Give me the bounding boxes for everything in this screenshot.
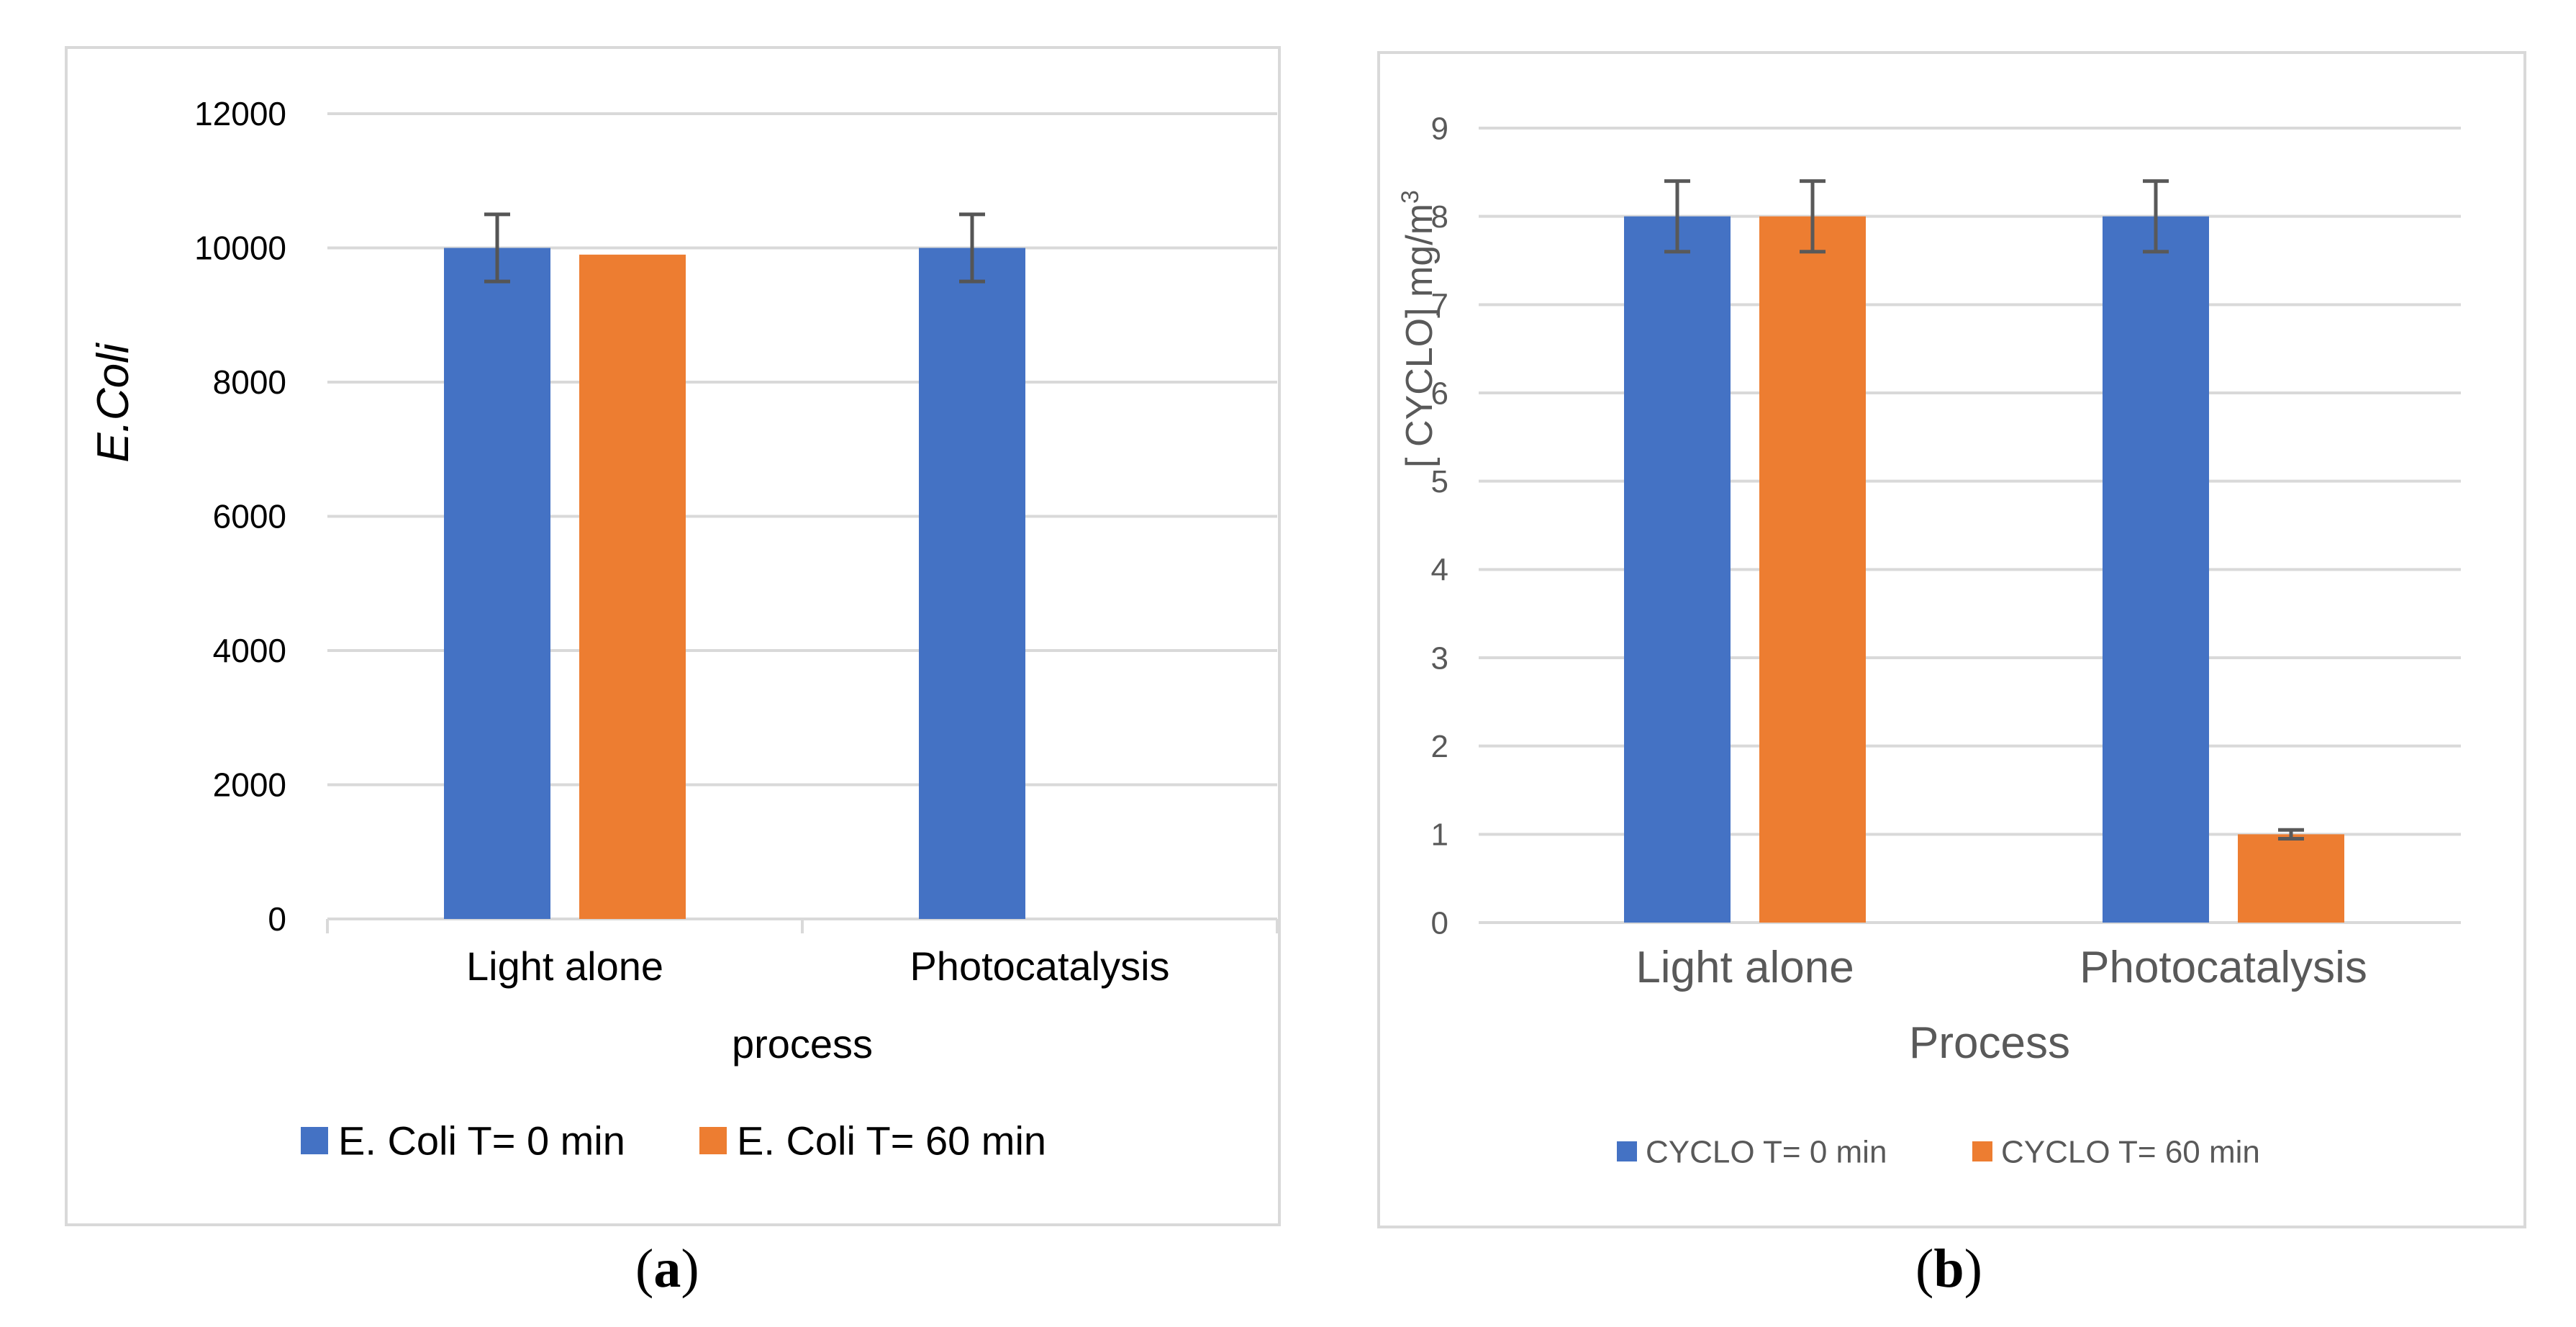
- legend-swatch: [699, 1127, 727, 1154]
- bar: [444, 248, 550, 919]
- legend-label: CYCLO T= 60 min: [2001, 1134, 2260, 1169]
- y-tick-label: 4: [1431, 553, 1448, 588]
- y-tick-label: 1: [1431, 818, 1448, 853]
- y-axis-title: E.Coli: [89, 342, 138, 463]
- bar: [2238, 834, 2344, 923]
- y-tick-label: 2000: [213, 766, 286, 804]
- y-tick-label: 6: [1431, 376, 1448, 411]
- category-label: Light alone: [466, 943, 663, 989]
- x-axis-title: Process: [1909, 1018, 2070, 1068]
- category-label: Photocatalysis: [2080, 943, 2367, 992]
- legend-label: CYCLO T= 0 min: [1646, 1134, 1887, 1169]
- y-tick-label: 8: [1431, 199, 1448, 235]
- legend-label: E. Coli T= 0 min: [338, 1118, 625, 1164]
- bar: [1759, 216, 1866, 923]
- y-tick-label: 6000: [213, 498, 286, 535]
- panel-label-b-letter: b: [1933, 1238, 1964, 1299]
- bar: [919, 248, 1025, 919]
- bar: [579, 254, 686, 919]
- panel-label-a-letter: a: [653, 1238, 681, 1299]
- y-axis-title-superscript: 3: [1397, 190, 1424, 204]
- y-tick-label: 5: [1431, 464, 1448, 499]
- y-tick-label: 4000: [213, 632, 286, 669]
- y-tick-label: 3: [1431, 640, 1448, 676]
- bar: [2103, 216, 2209, 923]
- y-tick-label: 0: [268, 900, 286, 938]
- chart-b: 0 1 2 3 4 5 6 7 8 9 Light alone PhotocatalysisProce…: [1397, 111, 2461, 1169]
- category-label: Light alone: [1636, 943, 1854, 992]
- panel-label-a: (a): [635, 1238, 699, 1299]
- y-tick-label: 10000: [194, 230, 286, 267]
- chart-a: 0 2000 4000 6000 8000 10000 12000 Light alone Ph…: [89, 95, 1279, 1164]
- legend-swatch: [301, 1127, 328, 1154]
- y-tick-label: 2: [1431, 729, 1448, 764]
- y-tick-label: 9: [1431, 111, 1448, 146]
- y-tick-label: 8000: [213, 363, 286, 401]
- panel-label-b: (b): [1915, 1238, 1982, 1299]
- category-label: Photocatalysis: [910, 943, 1169, 989]
- chart-b-frame: [1377, 51, 2526, 1228]
- legend-label: E. Coli T= 60 min: [737, 1118, 1046, 1164]
- bar: [1624, 216, 1731, 923]
- y-tick-label: 0: [1431, 905, 1448, 941]
- y-tick-label: 12000: [194, 95, 286, 132]
- x-axis-title: process: [732, 1021, 873, 1066]
- legend-swatch: [1617, 1141, 1637, 1161]
- legend-swatch: [1972, 1141, 1992, 1161]
- y-tick-label: 7: [1431, 288, 1448, 323]
- y-axis-title: [ CYCLO] mg/m3: [1397, 190, 1441, 468]
